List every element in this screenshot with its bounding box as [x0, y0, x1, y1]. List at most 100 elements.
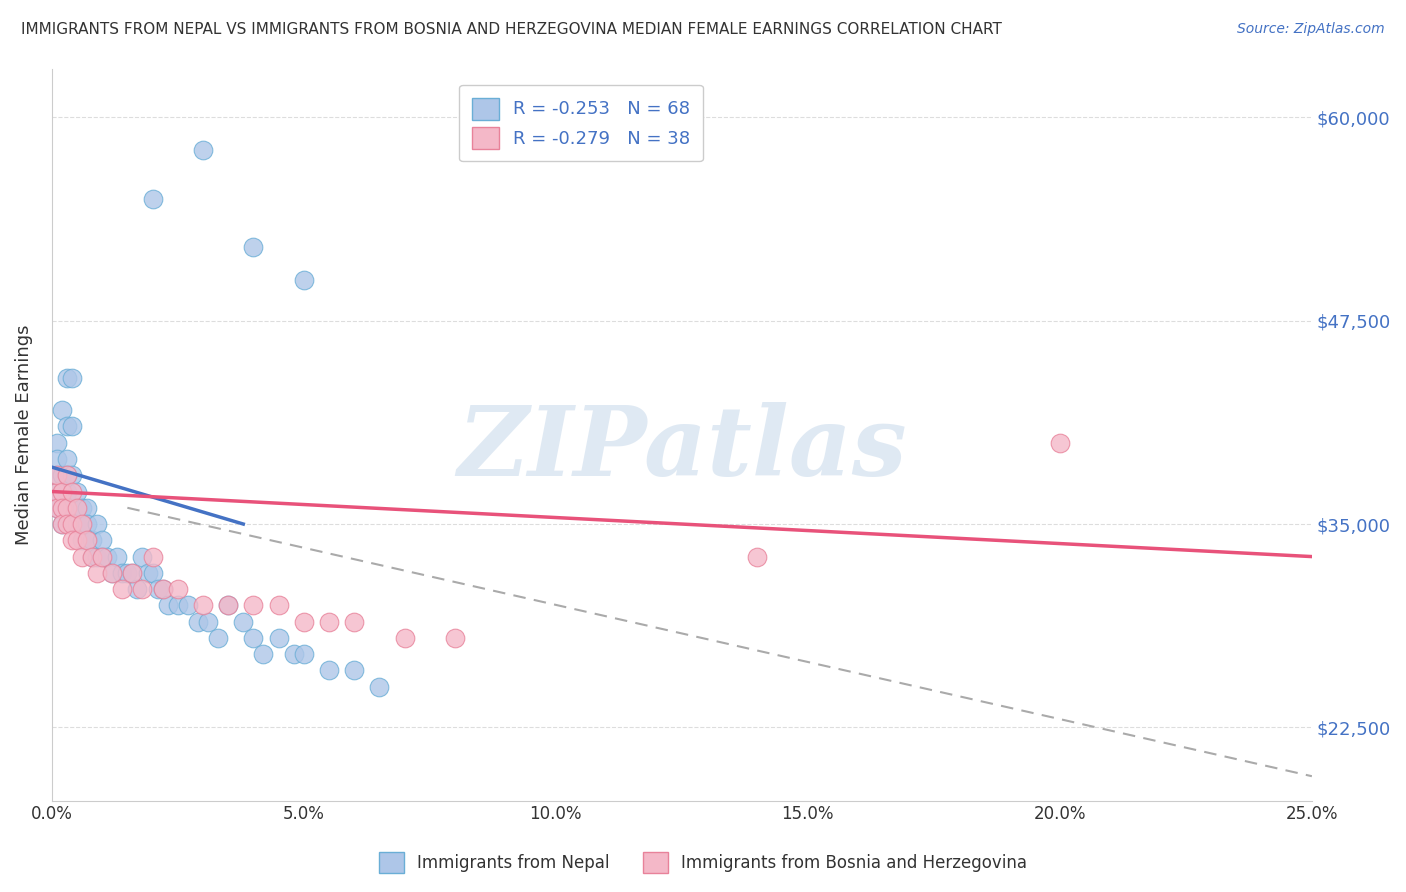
Point	[292, 647, 315, 661]
Point	[80, 549, 103, 564]
Point	[76, 500, 98, 515]
Point	[56, 468, 79, 483]
Point	[70, 533, 93, 548]
Point	[45, 484, 67, 499]
Point	[51, 403, 73, 417]
Y-axis label: Median Female Earnings: Median Female Earnings	[15, 325, 32, 545]
Point	[1049, 435, 1071, 450]
Point	[343, 664, 366, 678]
Point	[91, 533, 114, 548]
Point	[242, 599, 264, 613]
Point	[292, 273, 315, 287]
Point	[131, 549, 153, 564]
Point	[368, 680, 391, 694]
Point	[166, 599, 188, 613]
Point	[60, 370, 83, 384]
Point	[252, 647, 274, 661]
Point	[45, 484, 67, 499]
Point	[56, 468, 79, 483]
Point	[66, 500, 89, 515]
Point	[191, 143, 214, 157]
Point	[146, 582, 169, 596]
Point	[91, 549, 114, 564]
Point	[51, 468, 73, 483]
Point	[96, 549, 118, 564]
Point	[76, 533, 98, 548]
Point	[152, 582, 174, 596]
Point	[60, 419, 83, 434]
Text: ZIPatlas: ZIPatlas	[457, 402, 907, 496]
Point	[66, 516, 89, 531]
Point	[444, 631, 467, 645]
Point	[60, 500, 83, 515]
Point	[156, 599, 179, 613]
Point	[60, 468, 83, 483]
Point	[51, 500, 73, 515]
Point	[51, 516, 73, 531]
Point	[91, 549, 114, 564]
Point	[51, 500, 73, 515]
Point	[45, 468, 67, 483]
Text: Source: ZipAtlas.com: Source: ZipAtlas.com	[1237, 22, 1385, 37]
Point	[45, 500, 67, 515]
Point	[56, 516, 79, 531]
Point	[117, 566, 139, 580]
Point	[191, 599, 214, 613]
Point	[217, 599, 239, 613]
Point	[283, 647, 305, 661]
Point	[217, 599, 239, 613]
Point	[56, 370, 79, 384]
Point	[105, 549, 128, 564]
Point	[343, 615, 366, 629]
Point	[60, 484, 83, 499]
Point	[127, 582, 149, 596]
Point	[56, 500, 79, 515]
Point	[121, 566, 143, 580]
Point	[51, 516, 73, 531]
Point	[242, 240, 264, 254]
Point	[207, 631, 229, 645]
Point	[136, 566, 159, 580]
Point	[101, 566, 124, 580]
Point	[45, 500, 67, 515]
Point	[86, 516, 108, 531]
Point	[111, 566, 134, 580]
Point	[45, 435, 67, 450]
Point	[166, 582, 188, 596]
Point	[70, 516, 93, 531]
Text: IMMIGRANTS FROM NEPAL VS IMMIGRANTS FROM BOSNIA AND HERZEGOVINA MEDIAN FEMALE EA: IMMIGRANTS FROM NEPAL VS IMMIGRANTS FROM…	[21, 22, 1002, 37]
Point	[80, 533, 103, 548]
Point	[56, 484, 79, 499]
Point	[60, 516, 83, 531]
Point	[51, 484, 73, 499]
Point	[76, 516, 98, 531]
Point	[70, 500, 93, 515]
Point	[267, 599, 290, 613]
Point	[66, 500, 89, 515]
Point	[56, 500, 79, 515]
Point	[51, 484, 73, 499]
Point	[111, 582, 134, 596]
Point	[45, 452, 67, 467]
Point	[56, 452, 79, 467]
Point	[267, 631, 290, 645]
Point	[747, 549, 769, 564]
Point	[76, 533, 98, 548]
Point	[80, 549, 103, 564]
Point	[318, 664, 340, 678]
Point	[142, 566, 165, 580]
Point	[131, 582, 153, 596]
Point	[45, 468, 67, 483]
Point	[394, 631, 416, 645]
Point	[292, 615, 315, 629]
Point	[142, 549, 165, 564]
Legend: R = -0.253   N = 68, R = -0.279   N = 38: R = -0.253 N = 68, R = -0.279 N = 38	[458, 85, 703, 161]
Point	[66, 516, 89, 531]
Point	[152, 582, 174, 596]
Point	[70, 516, 93, 531]
Point	[101, 566, 124, 580]
Point	[86, 566, 108, 580]
Point	[197, 615, 219, 629]
Point	[60, 533, 83, 548]
Point	[187, 615, 209, 629]
